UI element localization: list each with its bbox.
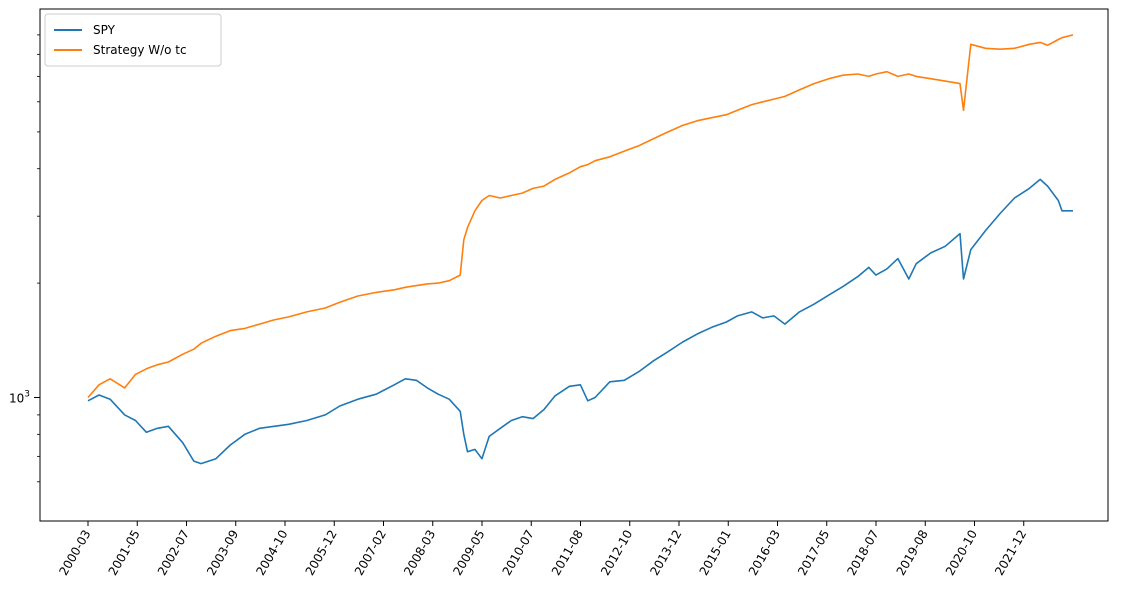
x-tick-label: 2010-07 bbox=[500, 528, 537, 578]
x-tick-label: 2015-01 bbox=[697, 528, 734, 578]
series-line-1 bbox=[87, 34, 1074, 399]
series-line-0 bbox=[87, 178, 1073, 465]
x-tick-label: 2018-07 bbox=[844, 528, 881, 578]
legend-label: SPY bbox=[93, 23, 116, 37]
x-tick-label: 2003-09 bbox=[204, 528, 241, 578]
x-tick-label: 2001-05 bbox=[106, 528, 143, 578]
x-tick-label: 2020-10 bbox=[943, 528, 980, 578]
x-tick-label: 2019-08 bbox=[894, 528, 931, 578]
x-axis: 2000-03 2001-05 2002-07 2003-09 2004-10 2005-… bbox=[56, 521, 1029, 578]
x-tick-label: 2011-08 bbox=[549, 528, 586, 578]
series-lines bbox=[87, 34, 1074, 465]
x-tick-label: 2012-10 bbox=[598, 528, 635, 578]
plot-area bbox=[39, 8, 1109, 522]
legend: SPY Strategy W/o tc bbox=[44, 13, 222, 67]
y-tick-label: 103 bbox=[9, 390, 30, 406]
x-tick-label: 2013-12 bbox=[647, 528, 684, 578]
x-tick-label: 2017-05 bbox=[795, 528, 832, 578]
x-tick-label: 2021-12 bbox=[992, 528, 1029, 578]
legend-box bbox=[44, 13, 222, 67]
legend-label: Strategy W/o tc bbox=[93, 43, 187, 57]
y-axis: 103 bbox=[9, 34, 40, 483]
x-tick-label: 2008-03 bbox=[401, 528, 438, 578]
x-tick-label: 2004-10 bbox=[253, 528, 290, 578]
x-tick-label: 2002-07 bbox=[155, 528, 192, 578]
x-tick-label: 2009-05 bbox=[450, 528, 487, 578]
x-tick-label: 2007-02 bbox=[352, 528, 389, 578]
x-tick-label: 2005-12 bbox=[303, 528, 340, 578]
x-tick-label: 2016-03 bbox=[746, 528, 783, 578]
x-tick-label: 2000-03 bbox=[56, 528, 93, 578]
